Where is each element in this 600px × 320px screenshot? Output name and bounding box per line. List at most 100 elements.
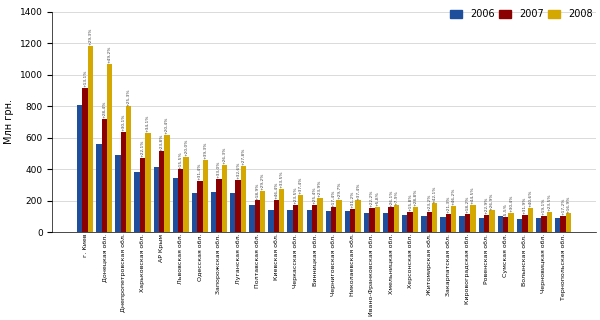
Bar (388, 207, 394, 232)
Bar (77, 105, 82, 232)
Bar (402, 215, 407, 232)
Text: +30,1%: +30,1% (121, 114, 125, 131)
Text: +25,4%: +25,4% (313, 186, 317, 204)
Text: +25,3%: +25,3% (127, 88, 131, 106)
Bar (134, 172, 140, 232)
Text: +22,9%: +22,9% (485, 197, 488, 214)
Bar (465, 214, 470, 232)
Bar (312, 204, 317, 232)
Bar (490, 210, 494, 232)
Text: +7,9%: +7,9% (394, 190, 398, 204)
Bar (235, 180, 241, 232)
Bar (547, 212, 552, 232)
Text: +23,5%: +23,5% (293, 187, 298, 204)
Text: +23,8%: +23,8% (160, 133, 164, 151)
Text: +18,9%: +18,9% (255, 182, 259, 200)
Bar (140, 158, 145, 232)
Bar (178, 170, 184, 232)
Bar (287, 210, 293, 232)
Bar (440, 217, 446, 232)
Text: +23,9%: +23,9% (318, 180, 322, 197)
Bar (260, 191, 265, 232)
Text: +29,7%: +29,7% (337, 182, 341, 199)
Text: +30,4%: +30,4% (509, 195, 513, 212)
Text: +29,2%: +29,2% (260, 173, 265, 190)
Text: +31,9%: +31,9% (523, 197, 527, 214)
Bar (298, 195, 304, 232)
Bar (555, 218, 560, 232)
Text: +5,8%: +5,8% (375, 191, 379, 206)
Bar (115, 155, 121, 232)
Bar (268, 210, 274, 232)
Bar (254, 200, 260, 232)
Text: +46,2%: +46,2% (452, 188, 456, 205)
Bar (345, 211, 350, 232)
Bar (126, 107, 131, 232)
Bar (164, 135, 170, 232)
Text: +26,3%: +26,3% (223, 147, 226, 164)
Bar (197, 180, 203, 232)
Bar (96, 144, 101, 232)
Text: +15,5%: +15,5% (179, 151, 183, 169)
Text: +13,1%: +13,1% (83, 70, 87, 87)
Bar (369, 208, 374, 232)
Bar (88, 46, 93, 232)
Text: +37,4%: +37,4% (356, 182, 360, 200)
Bar (326, 211, 331, 232)
Text: +20,4%: +20,4% (165, 117, 169, 134)
Text: +32,6%: +32,6% (236, 162, 240, 179)
Bar (484, 215, 490, 232)
Text: +42,1%: +42,1% (433, 185, 437, 203)
Bar (293, 205, 298, 232)
Text: +28,4%: +28,4% (102, 101, 106, 118)
Text: +31,4%: +31,4% (198, 162, 202, 180)
Bar (121, 132, 126, 232)
Text: +19,1%: +19,1% (542, 197, 546, 215)
Legend: 2006, 2007, 2008: 2006, 2007, 2008 (446, 5, 596, 23)
Bar (145, 133, 151, 232)
Bar (192, 193, 197, 232)
Text: +27,8%: +27,8% (241, 148, 245, 165)
Bar (527, 208, 533, 232)
Text: +17,2%: +17,2% (561, 198, 565, 215)
Bar (221, 165, 227, 232)
Bar (517, 219, 522, 232)
Bar (364, 212, 369, 232)
Bar (536, 218, 541, 232)
Text: +44,5%: +44,5% (471, 187, 475, 204)
Bar (374, 207, 380, 232)
Bar (107, 64, 112, 232)
Bar (560, 216, 566, 232)
Bar (184, 157, 189, 232)
Bar (217, 179, 221, 232)
Bar (432, 204, 437, 232)
Text: +15,8%: +15,8% (408, 194, 412, 212)
Text: +34,1%: +34,1% (146, 115, 150, 132)
Text: -5,5%: -5,5% (504, 204, 508, 216)
Bar (82, 88, 88, 232)
Bar (249, 205, 254, 232)
Text: +49,2%: +49,2% (107, 45, 112, 63)
Text: +18,2%: +18,2% (466, 196, 470, 213)
Text: +28,8%: +28,8% (413, 188, 418, 206)
Text: +31,2%: +31,2% (351, 191, 355, 208)
Bar (498, 216, 503, 232)
Text: +26,9%: +26,9% (490, 192, 494, 210)
Text: +46,4%: +46,4% (274, 182, 278, 199)
Text: +22,1%: +22,1% (140, 140, 145, 157)
Bar (317, 198, 323, 232)
Text: +23,2%: +23,2% (427, 194, 431, 211)
Text: +20,0%: +20,0% (184, 139, 188, 156)
Text: +40,6%: +40,6% (528, 190, 532, 207)
Text: +29,3%: +29,3% (89, 28, 92, 45)
Bar (413, 206, 418, 232)
Text: +39,3%: +39,3% (203, 142, 207, 159)
Text: +17,4%: +17,4% (332, 189, 335, 206)
Text: +33,0%: +33,0% (217, 161, 221, 178)
Bar (101, 119, 107, 232)
Bar (446, 214, 451, 232)
Text: +26,1%: +26,1% (389, 189, 393, 206)
Bar (337, 200, 342, 232)
Bar (470, 205, 476, 232)
Text: +16,9%: +16,9% (566, 195, 571, 212)
